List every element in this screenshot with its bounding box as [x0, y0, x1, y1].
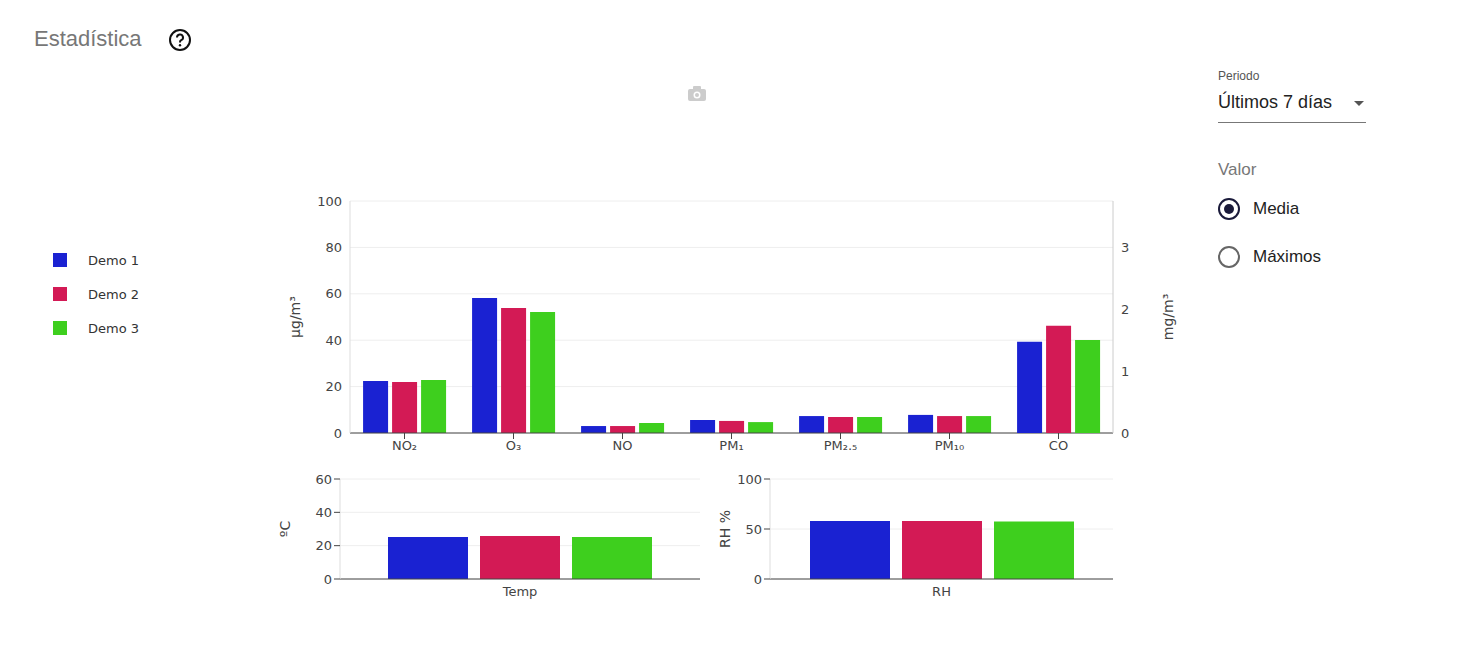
svg-text:0: 0	[324, 572, 332, 587]
svg-text:RH %: RH %	[717, 510, 733, 548]
svg-text:ºC: ºC	[277, 521, 293, 538]
svg-text:PM₂.₅: PM₂.₅	[824, 438, 858, 453]
html-text:Valor: Valor	[1218, 160, 1257, 179]
svg-text:80: 80	[325, 240, 342, 255]
svg-text:100: 100	[317, 194, 342, 209]
svg-text:PM₁: PM₁	[719, 438, 743, 453]
svg-text:40: 40	[315, 505, 332, 520]
svg-text:NO: NO	[613, 438, 633, 453]
svg-text:0: 0	[1121, 426, 1129, 441]
svg-text:60: 60	[325, 286, 342, 301]
svg-text:20: 20	[315, 538, 332, 553]
html-text:Demo 1: Demo 1	[88, 252, 139, 268]
svg-text:20: 20	[325, 379, 342, 394]
svg-text:0: 0	[334, 426, 342, 441]
svg-text:50: 50	[745, 522, 762, 537]
svg-text:RH: RH	[932, 584, 951, 599]
svg-text:mg/m³: mg/m³	[1160, 294, 1176, 341]
svg-text:Temp: Temp	[502, 584, 538, 599]
html-text:Demo 3: Demo 3	[88, 320, 139, 336]
html-text:Máximos: Máximos	[1253, 247, 1321, 266]
svg-text:2: 2	[1121, 302, 1129, 317]
html-text:Media: Media	[1253, 199, 1300, 218]
html-text:Demo 2: Demo 2	[88, 286, 139, 302]
svg-text:O₃: O₃	[506, 438, 521, 453]
svg-text:3: 3	[1121, 240, 1129, 255]
svg-text:40: 40	[325, 333, 342, 348]
svg-text:1: 1	[1121, 364, 1129, 379]
svg-text:PM₁₀: PM₁₀	[935, 438, 964, 453]
svg-text:0: 0	[754, 572, 762, 587]
html-text:Periodo: Periodo	[1218, 69, 1260, 83]
svg-text:100: 100	[737, 472, 762, 487]
html-text:Estadística: Estadística	[34, 26, 142, 51]
svg-text:CO: CO	[1049, 438, 1068, 453]
svg-text:µg/m³: µg/m³	[287, 296, 303, 338]
svg-text:NO₂: NO₂	[392, 438, 417, 453]
html-text:Últimos 7 días: Últimos 7 días	[1218, 92, 1332, 112]
svg-text:60: 60	[315, 472, 332, 487]
